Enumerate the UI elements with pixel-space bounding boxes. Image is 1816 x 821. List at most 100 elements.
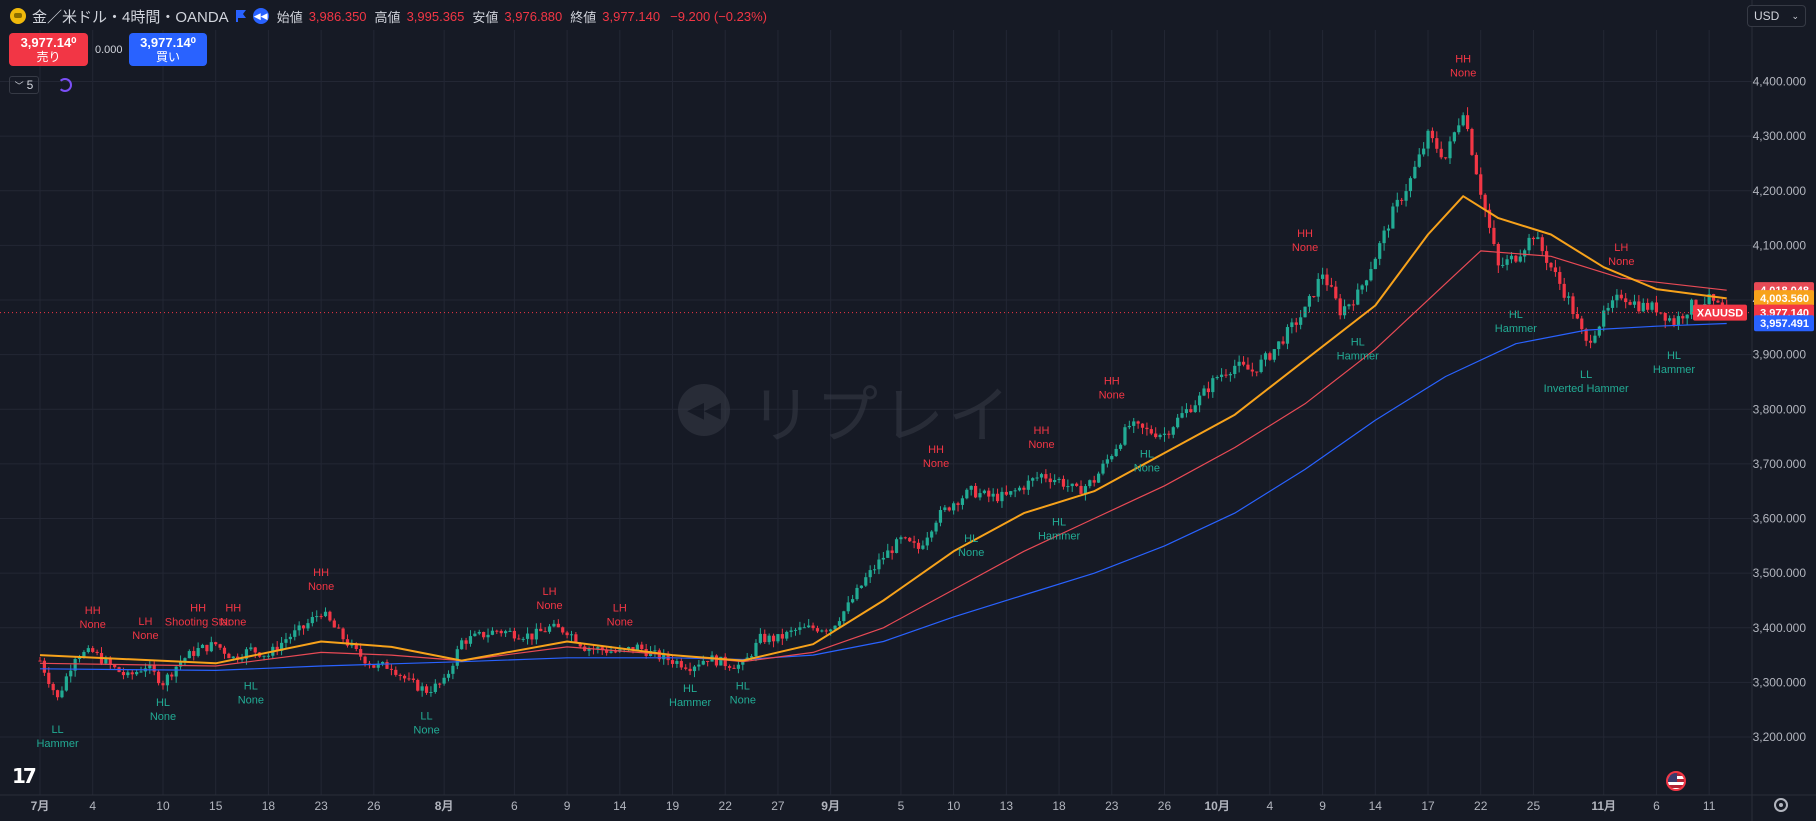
candle[interactable]	[1211, 378, 1215, 393]
candle[interactable]	[578, 642, 582, 647]
candle[interactable]	[1716, 300, 1720, 303]
candle[interactable]	[1026, 480, 1030, 490]
candle[interactable]	[1263, 353, 1268, 360]
candle[interactable]	[916, 542, 921, 549]
candle[interactable]	[1536, 237, 1540, 240]
candle[interactable]	[1132, 421, 1136, 426]
candle[interactable]	[1272, 349, 1276, 360]
candle[interactable]	[820, 630, 824, 632]
candle[interactable]	[55, 690, 60, 698]
candle[interactable]	[504, 631, 508, 634]
candle[interactable]	[974, 485, 978, 498]
candle[interactable]	[495, 630, 499, 632]
candle[interactable]	[376, 663, 380, 668]
candle[interactable]	[301, 625, 306, 629]
candle[interactable]	[1066, 486, 1070, 488]
candle[interactable]	[837, 621, 842, 626]
candle[interactable]	[785, 631, 789, 639]
candle[interactable]	[455, 649, 459, 666]
candle[interactable]	[877, 559, 881, 570]
candle[interactable]	[1400, 199, 1404, 201]
candle[interactable]	[266, 655, 271, 657]
candle[interactable]	[1088, 480, 1092, 487]
currency-select[interactable]: USD ⌄	[1747, 5, 1806, 27]
flag-icon[interactable]	[235, 9, 247, 23]
candle[interactable]	[1233, 365, 1237, 375]
candle[interactable]	[1681, 316, 1685, 319]
candle[interactable]	[1180, 413, 1184, 418]
candle[interactable]	[1646, 302, 1650, 310]
candle[interactable]	[389, 668, 393, 670]
candle[interactable]	[697, 664, 701, 667]
candle[interactable]	[1448, 141, 1452, 159]
candle[interactable]	[156, 671, 161, 684]
candle[interactable]	[464, 640, 468, 644]
candle[interactable]	[77, 657, 82, 660]
candle[interactable]	[1215, 376, 1219, 379]
candle[interactable]	[749, 656, 754, 658]
candle[interactable]	[249, 647, 253, 650]
candle[interactable]	[1083, 486, 1088, 494]
candle[interactable]	[508, 630, 512, 632]
candle[interactable]	[1347, 304, 1351, 307]
candle[interactable]	[758, 633, 762, 643]
candle[interactable]	[205, 644, 209, 652]
candle[interactable]	[214, 642, 218, 645]
candle[interactable]	[846, 602, 850, 612]
candle[interactable]	[1386, 228, 1391, 231]
candle[interactable]	[670, 660, 675, 664]
candle[interactable]	[1101, 463, 1105, 474]
candle[interactable]	[1562, 283, 1566, 298]
candle[interactable]	[732, 667, 736, 669]
candle[interactable]	[130, 672, 134, 675]
candle[interactable]	[1628, 302, 1632, 305]
candle[interactable]	[1483, 194, 1487, 210]
candle[interactable]	[626, 647, 631, 649]
candle[interactable]	[341, 628, 345, 640]
candle[interactable]	[477, 631, 481, 634]
candle[interactable]	[763, 633, 767, 643]
candle[interactable]	[1470, 128, 1474, 155]
candle[interactable]	[815, 628, 820, 632]
candle[interactable]	[51, 683, 55, 691]
candle[interactable]	[679, 661, 683, 668]
candle[interactable]	[872, 569, 877, 571]
candle[interactable]	[894, 539, 899, 553]
candle[interactable]	[1391, 206, 1395, 229]
candle[interactable]	[1048, 478, 1052, 483]
candle[interactable]	[108, 658, 112, 665]
candle[interactable]	[1189, 409, 1193, 413]
candle[interactable]	[1312, 296, 1316, 298]
candle[interactable]	[113, 664, 117, 668]
candle[interactable]	[402, 675, 407, 679]
gear-icon[interactable]	[1774, 798, 1788, 812]
candle[interactable]	[833, 625, 837, 630]
candle[interactable]	[486, 634, 490, 638]
candle[interactable]	[1061, 478, 1066, 487]
candle[interactable]	[1364, 280, 1369, 286]
candle[interactable]	[1057, 478, 1061, 481]
candle[interactable]	[337, 627, 341, 629]
candle[interactable]	[407, 678, 411, 680]
candle[interactable]	[1610, 300, 1615, 308]
candle[interactable]	[398, 674, 402, 676]
candle[interactable]	[1334, 286, 1338, 299]
candle[interactable]	[433, 683, 437, 693]
sell-button[interactable]: 3,977.14⁰ 売り	[9, 33, 88, 66]
candle[interactable]	[332, 620, 336, 628]
candle[interactable]	[1707, 294, 1711, 305]
candle[interactable]	[1325, 274, 1329, 286]
candle[interactable]	[1031, 478, 1035, 481]
candle[interactable]	[183, 658, 187, 662]
candle[interactable]	[451, 665, 455, 674]
candle[interactable]	[262, 655, 266, 657]
candle[interactable]	[499, 630, 503, 634]
candle[interactable]	[1250, 369, 1254, 372]
candle[interactable]	[394, 669, 398, 675]
candle[interactable]	[943, 507, 947, 511]
candle[interactable]	[886, 550, 890, 558]
candle[interactable]	[1268, 353, 1272, 360]
candle[interactable]	[1404, 191, 1408, 201]
candle[interactable]	[1338, 298, 1342, 316]
candle[interactable]	[222, 647, 227, 654]
